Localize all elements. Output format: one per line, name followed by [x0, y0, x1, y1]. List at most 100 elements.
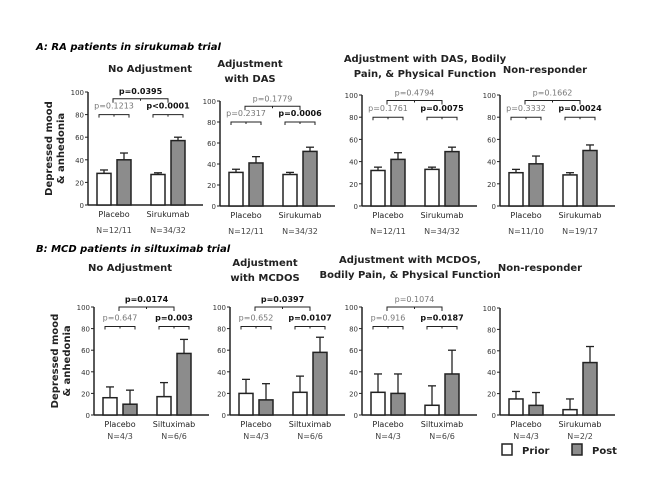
significance-bracket	[426, 325, 458, 330]
y-tick-label: 20	[349, 390, 358, 398]
significance-bracket	[104, 325, 136, 330]
y-tick-label: 80	[81, 326, 90, 334]
y-tick-label: 100	[483, 92, 496, 100]
n-label: N=34/32	[424, 227, 460, 236]
y-tick-label: 20	[75, 179, 84, 187]
y-tick-label: 100	[203, 98, 216, 106]
p-value-within: p=0.916	[371, 313, 406, 322]
p-value-within: p<0.0001	[146, 102, 190, 111]
legend-label: Prior	[522, 446, 550, 457]
significance-bracket-between	[254, 306, 311, 311]
p-value-between: p=0.1662	[533, 89, 573, 98]
n-label: N=6/6	[161, 432, 187, 441]
y-tick-label: 100	[345, 92, 358, 100]
category-label: Sirukumab	[559, 211, 602, 220]
panel-title: Adjustment	[217, 59, 282, 70]
y-tick-label: 60	[487, 136, 496, 144]
y-tick-label: 0	[354, 203, 358, 211]
y-tick-label: 60	[207, 140, 216, 148]
significance-bracket	[294, 325, 326, 330]
significance-bracket	[372, 116, 404, 121]
bar-post	[444, 150, 460, 207]
p-value-within: p=0.0107	[288, 313, 331, 322]
y-tick-label: 40	[75, 157, 84, 165]
y-tick-label: 80	[75, 112, 84, 120]
bar-prior	[508, 171, 524, 207]
p-value-within: p=0.652	[239, 313, 274, 322]
y-tick-label: 20	[487, 391, 496, 399]
category-label: Sirukumab	[147, 210, 190, 219]
significance-bracket-between	[244, 105, 301, 111]
bar-post	[122, 403, 138, 416]
bar-prior	[96, 172, 112, 206]
section-b-label: B: MCD patients in siltuximab trial	[36, 244, 231, 255]
y-tick-label: 0	[492, 203, 496, 211]
p-value-between: p=0.1779	[253, 94, 293, 103]
n-label: N=4/3	[375, 432, 401, 441]
bar-prior	[102, 396, 118, 416]
bar-post	[312, 351, 328, 416]
bar-prior	[238, 392, 254, 416]
n-label: N=11/10	[508, 227, 544, 236]
category-label: Siltuximab	[289, 420, 331, 429]
panel-title: with DAS	[224, 74, 275, 85]
y-tick-label: 40	[81, 369, 90, 377]
panel-title: with MCDOS	[230, 273, 299, 284]
y-tick-label: 40	[217, 369, 226, 377]
n-label: N=2/2	[567, 432, 593, 441]
bar-prior	[228, 171, 244, 207]
legend-swatch-prior	[501, 443, 513, 456]
p-value-within: p=0.1213	[94, 102, 134, 111]
n-label: N=12/11	[228, 227, 264, 236]
bar-post	[528, 404, 544, 416]
y-tick-label: 0	[212, 203, 216, 211]
bar-post	[444, 373, 460, 416]
legend-swatch-post	[571, 443, 583, 456]
significance-bracket-between	[386, 306, 443, 311]
significance-bracket	[564, 116, 596, 121]
bar-prior	[562, 174, 578, 207]
bar-post	[248, 162, 264, 207]
p-value-between: p=0.0397	[261, 295, 304, 304]
p-value-between: p=0.1074	[395, 295, 435, 304]
category-label: Siltuximab	[421, 420, 463, 429]
bar-post	[258, 399, 274, 416]
bar-prior	[370, 391, 386, 416]
n-label: N=12/11	[370, 227, 406, 236]
category-label: Sirukumab	[421, 211, 464, 220]
y-tick-label: 40	[487, 159, 496, 167]
p-value-within: p=0.0075	[420, 104, 464, 113]
panel-title: No Adjustment	[108, 64, 192, 75]
legend-label: Post	[592, 446, 617, 457]
category-label: Sirukumab	[559, 420, 602, 429]
panel-title: Pain, & Physical Function	[354, 69, 496, 80]
y-tick-label: 80	[349, 114, 358, 122]
y-tick-label: 0	[222, 412, 226, 420]
y-tick-label: 40	[349, 159, 358, 167]
y-tick-label: 40	[207, 161, 216, 169]
significance-bracket	[426, 116, 458, 121]
y-tick-label: 0	[86, 412, 90, 420]
category-label: Placebo	[240, 420, 271, 429]
significance-bracket-between	[112, 98, 169, 103]
panel-title: Adjustment with MCDOS,	[339, 255, 481, 266]
y-tick-label: 100	[77, 304, 90, 312]
n-label: N=4/3	[513, 432, 539, 441]
bar-prior	[150, 173, 166, 206]
bar-post	[390, 392, 406, 416]
bar-prior	[292, 391, 308, 416]
y-tick-label: 100	[71, 89, 84, 97]
panel-title: No Adjustment	[88, 263, 172, 274]
y-tick-label: 60	[487, 348, 496, 356]
panel-title: Non-responder	[503, 65, 587, 76]
significance-bracket-between	[386, 100, 443, 105]
y-axis-label: Depressed mood	[44, 101, 55, 196]
y-tick-label: 20	[349, 181, 358, 189]
bar-prior	[508, 398, 524, 416]
p-value-within: p=0.0006	[278, 109, 322, 118]
n-label: N=4/3	[243, 432, 269, 441]
panel-title: Adjustment with DAS, Bodily	[344, 54, 507, 65]
n-label: N=6/6	[429, 432, 455, 441]
